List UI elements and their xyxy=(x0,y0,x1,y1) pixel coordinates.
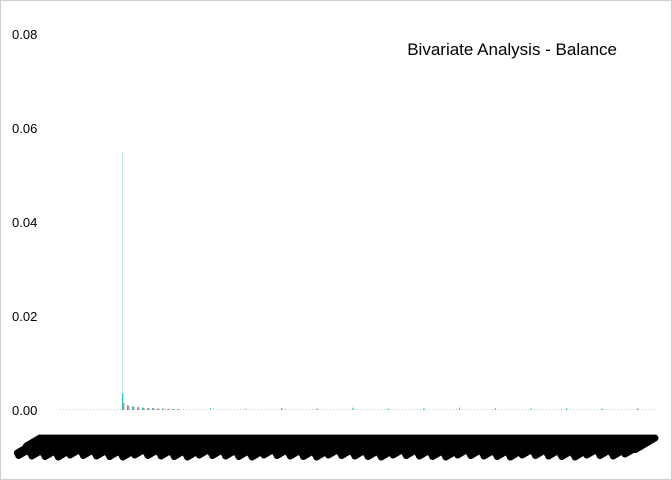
bar-teal-scattered xyxy=(494,408,496,410)
bar-teal-scattered xyxy=(601,408,603,410)
bar-teal-scattered xyxy=(245,408,247,410)
bar-teal xyxy=(142,407,144,410)
bar-teal xyxy=(167,409,169,410)
y-axis-ticks: 0.00 0.02 0.04 0.06 0.08 xyxy=(12,27,37,418)
bar-teal xyxy=(177,409,179,410)
bar-teal xyxy=(162,408,164,410)
bar-teal-scattered xyxy=(459,407,461,410)
bar-teal-scattered xyxy=(316,408,318,410)
bar-red xyxy=(178,409,180,410)
bar-red xyxy=(173,409,175,410)
bar-teal-scattered xyxy=(423,408,425,410)
bar-spike-thin xyxy=(122,151,123,410)
bar-teal-scattered xyxy=(565,408,567,410)
bar-red xyxy=(158,408,160,410)
bar-red xyxy=(148,408,150,410)
y-tick-label: 0.02 xyxy=(12,309,37,324)
bar-teal xyxy=(157,408,159,410)
bar-red xyxy=(133,406,135,410)
x-tick-label xyxy=(631,434,659,453)
bar-red xyxy=(143,407,145,410)
bar-teal-scattered xyxy=(530,408,532,410)
bar-teal-scattered xyxy=(281,408,283,410)
chart-title: Bivariate Analysis - Balance xyxy=(407,40,617,59)
x-axis-labels xyxy=(13,434,659,461)
bar-teal-scattered xyxy=(387,408,389,410)
bar-red xyxy=(163,408,165,410)
bar-teal xyxy=(152,408,154,410)
y-tick-label: 0.04 xyxy=(12,215,37,230)
bar-red xyxy=(168,408,170,410)
bar-red xyxy=(123,402,125,410)
bar-teal-scattered xyxy=(637,408,639,410)
bar-red xyxy=(153,408,155,410)
bar-red xyxy=(128,405,130,410)
bars-group xyxy=(60,151,655,410)
bar-red xyxy=(138,407,140,410)
bar-teal-scattered xyxy=(209,408,211,410)
y-tick-label: 0.00 xyxy=(12,403,37,418)
bar-teal xyxy=(137,407,139,410)
bar-teal xyxy=(172,409,174,410)
bar-teal xyxy=(127,405,129,410)
y-tick-label: 0.06 xyxy=(12,121,37,136)
y-tick-label: 0.08 xyxy=(12,27,37,42)
bar-teal xyxy=(122,393,124,410)
bar-teal-scattered xyxy=(352,407,354,410)
bar-teal xyxy=(132,406,134,410)
bar-teal xyxy=(147,408,149,410)
